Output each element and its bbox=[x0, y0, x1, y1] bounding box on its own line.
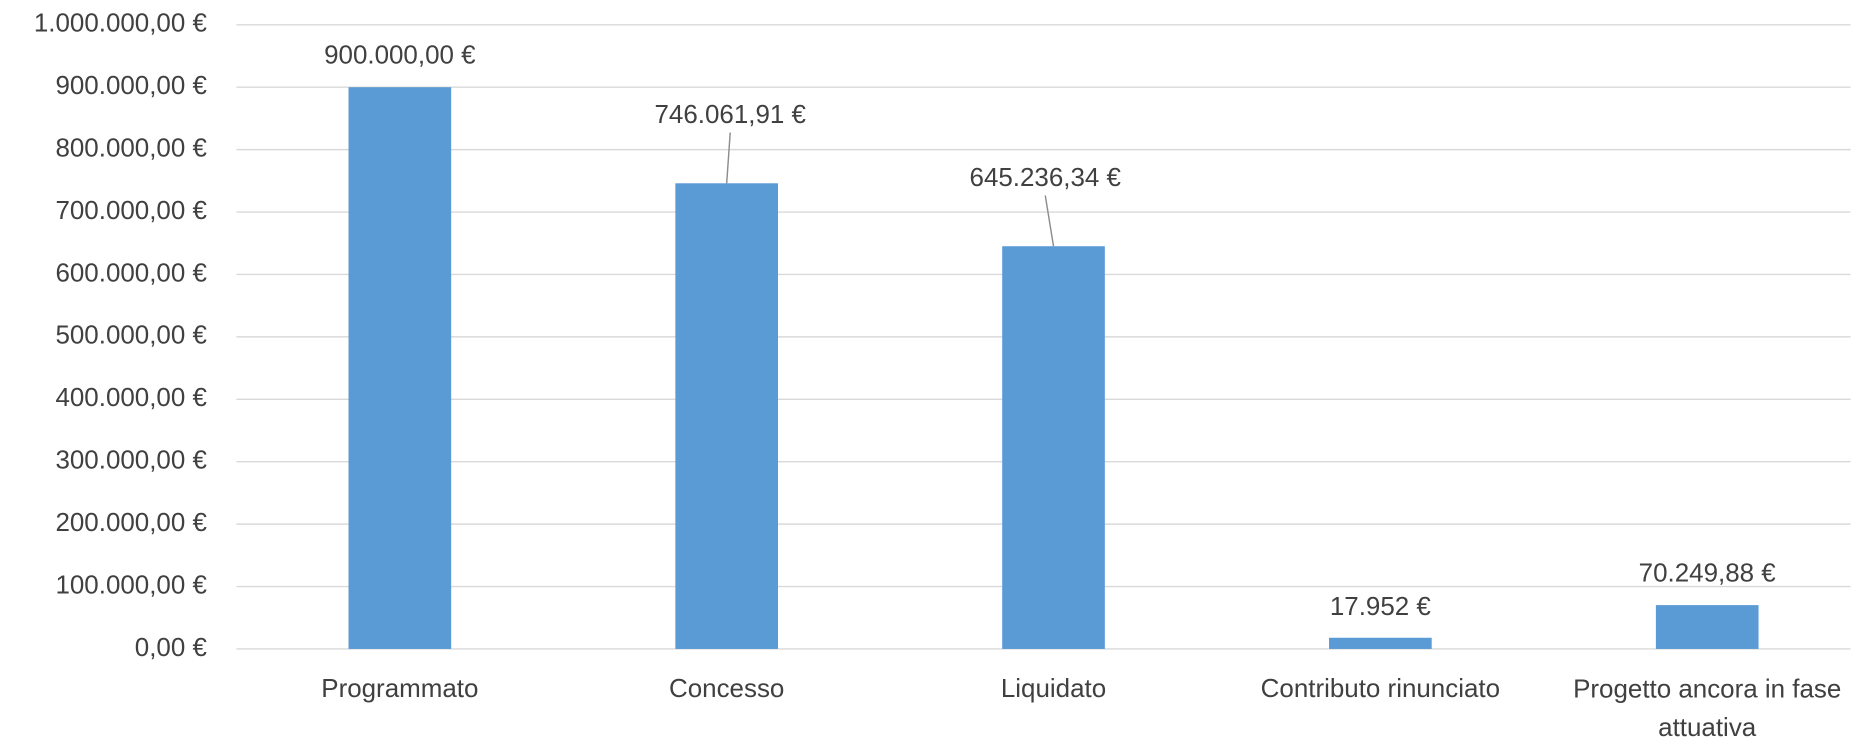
y-tick-label: 300.000,00 € bbox=[55, 447, 207, 475]
y-tick-label: 400.000,00 € bbox=[55, 384, 207, 412]
value-label: 17.952 € bbox=[1330, 593, 1432, 621]
y-tick-label: 0,00 € bbox=[135, 634, 208, 662]
y-tick-label: 800.000,00 € bbox=[55, 134, 207, 162]
x-tick-label: Contributo rinunciato bbox=[1261, 675, 1500, 703]
bar bbox=[1655, 605, 1759, 649]
bar bbox=[1002, 246, 1105, 649]
leader-line bbox=[1044, 195, 1055, 247]
y-tick-label: 1.000.000,00 € bbox=[34, 10, 208, 38]
value-label: 900.000,00 € bbox=[324, 41, 476, 69]
value-label: 645.236,34 € bbox=[970, 164, 1122, 192]
y-tick-label: 600.000,00 € bbox=[55, 259, 207, 287]
bar bbox=[1329, 637, 1432, 649]
value-label: 746.061,91 € bbox=[654, 101, 806, 129]
y-axis-label: i bbox=[0, 176, 1, 204]
y-tick-label: 200.000,00 € bbox=[55, 509, 207, 537]
x-tick-label: Programmato bbox=[321, 675, 478, 703]
value-label: 70.249,88 € bbox=[1639, 559, 1777, 587]
bar bbox=[348, 87, 452, 649]
y-tick-label: 700.000,00 € bbox=[55, 197, 207, 225]
bar bbox=[675, 183, 779, 649]
leader-line bbox=[725, 132, 731, 184]
y-tick-label: 900.000,00 € bbox=[55, 72, 207, 100]
y-tick-label: 100.000,00 € bbox=[55, 571, 207, 599]
x-tick-label: Liquidato bbox=[1001, 675, 1106, 703]
y-tick-label: 500.000,00 € bbox=[55, 322, 207, 350]
x-tick-label: Progetto ancora in fase attuativa bbox=[1573, 675, 1841, 741]
x-tick-label: Concesso bbox=[669, 675, 784, 703]
